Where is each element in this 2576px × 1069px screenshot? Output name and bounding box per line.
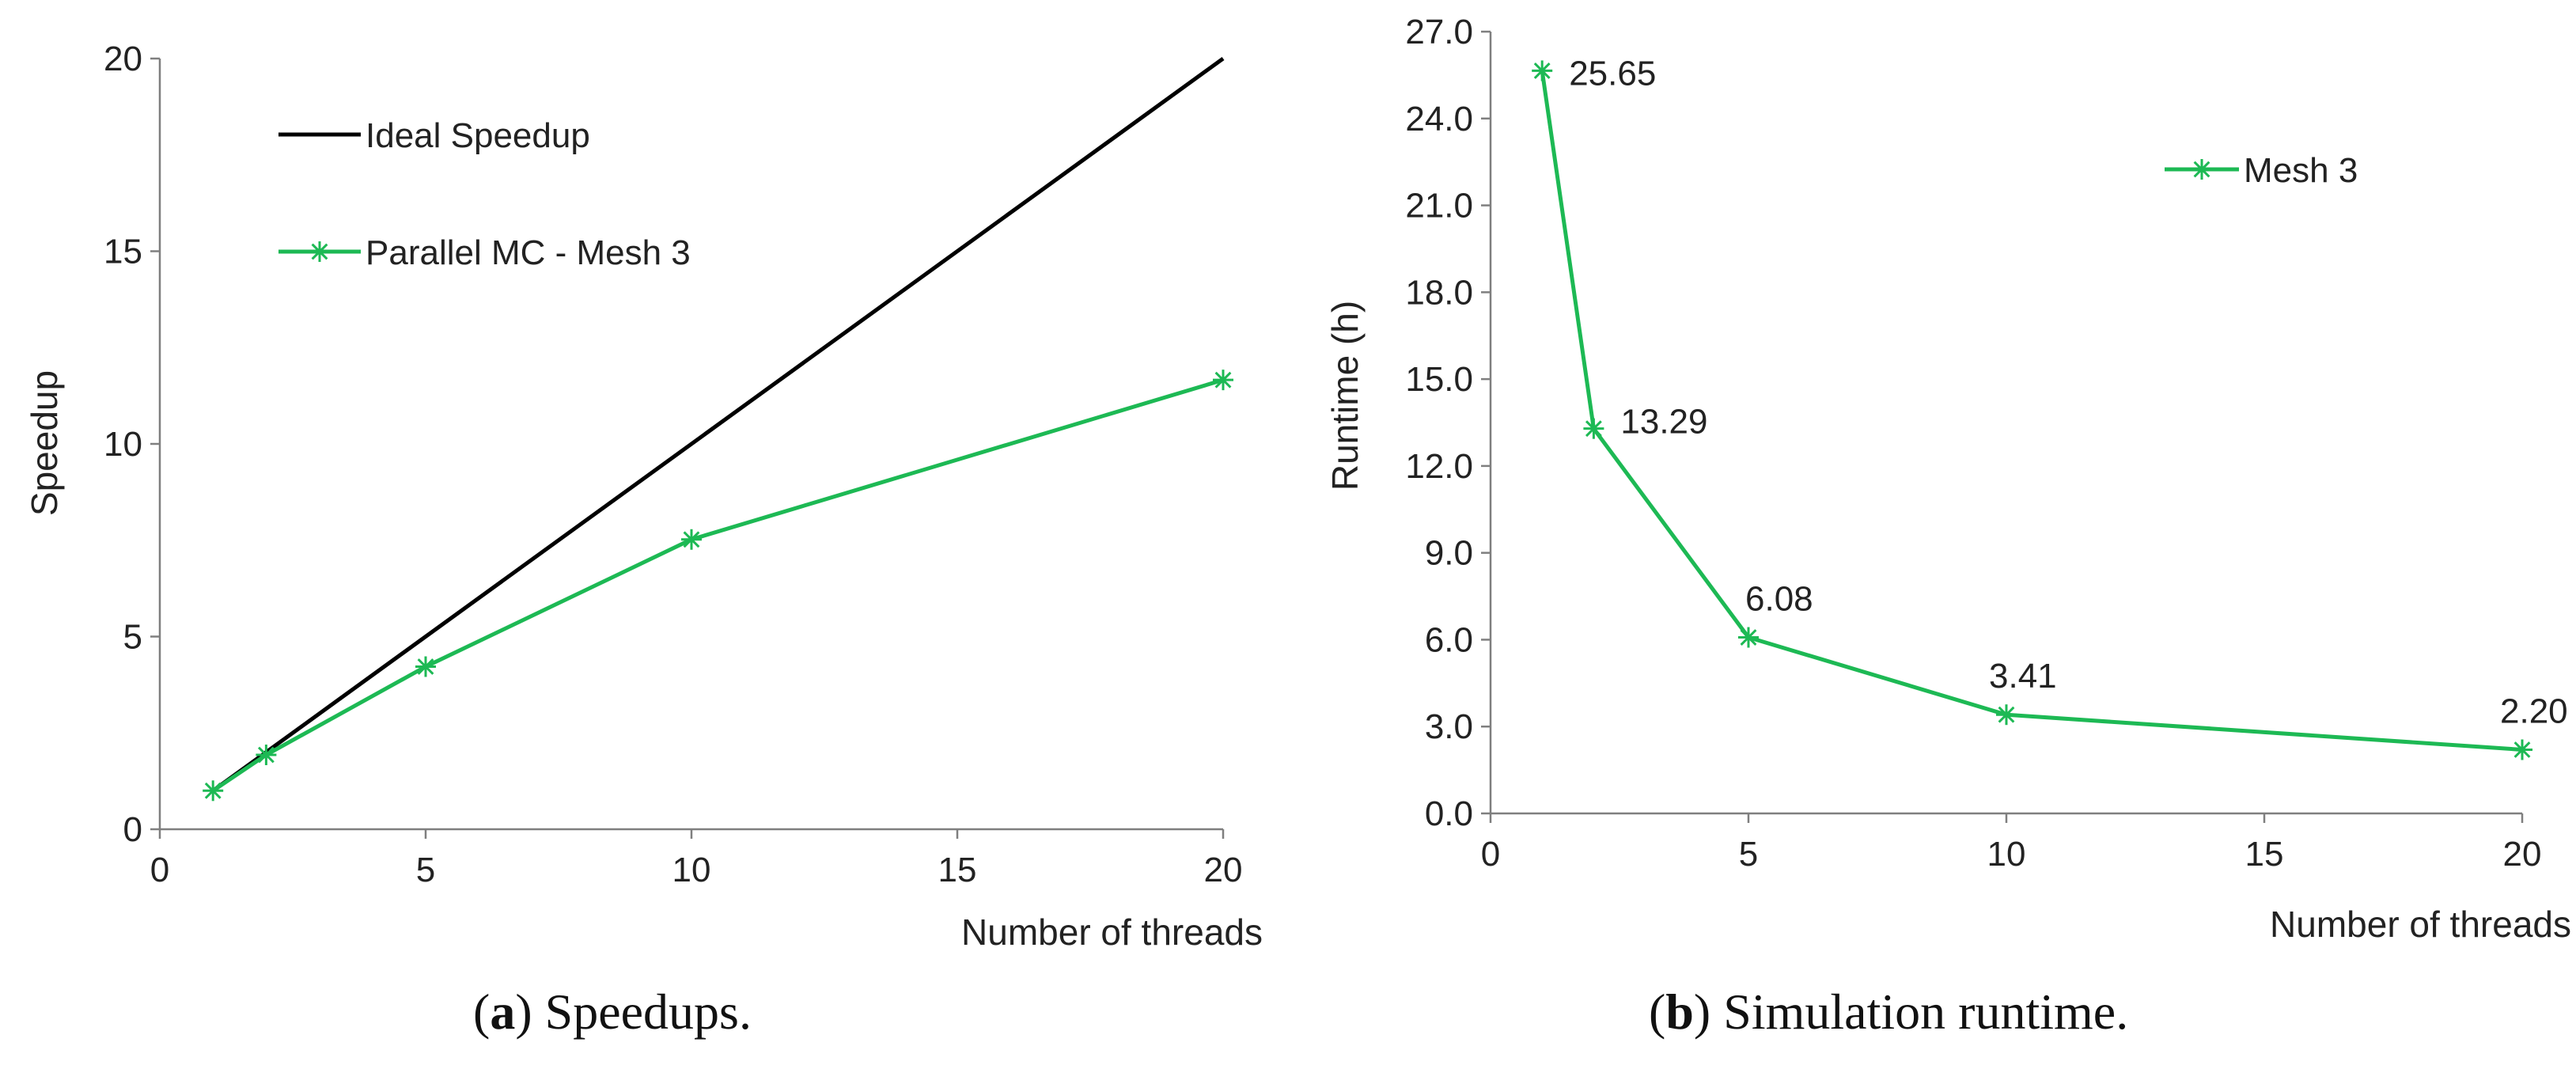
caption-a: (a) Speedups. <box>473 984 752 1040</box>
data-point <box>256 745 277 766</box>
ticks-a: 0 5 10 15 20 0 5 10 15 20 <box>104 40 1242 889</box>
legend-a: Ideal Speedup Parallel MC - Mesh 3 <box>278 116 691 272</box>
caption-b-close-paren: ) <box>1694 984 1723 1040</box>
data-point <box>2512 739 2532 760</box>
y-tick-label: 12.0 <box>1405 447 1473 486</box>
ticks-b: 0.0 3.0 6.0 9.0 12.0 15.0 18.0 21.0 24.0 27.0 0 5 10… <box>1405 13 2541 874</box>
data-point <box>681 529 702 550</box>
x-tick-label: 10 <box>1987 835 2026 874</box>
x-tick-label: 5 <box>416 851 435 889</box>
x-tick-label: 15 <box>938 851 977 889</box>
caption-a-close-paren: ) <box>515 984 544 1040</box>
y-tick-label: 27.0 <box>1405 13 1473 51</box>
legend-asterisk <box>309 241 330 262</box>
y-tick-label: 0 <box>123 810 142 849</box>
legend-asterisk <box>2191 159 2212 180</box>
caption-a-open-paren: ( <box>473 984 490 1040</box>
data-point <box>1996 704 2017 726</box>
x-axis-label-a: Number of threads <box>961 912 1263 953</box>
data-point <box>1583 418 1604 439</box>
data-label: 2.20 <box>2500 692 2568 730</box>
legend-label-ideal: Ideal Speedup <box>366 116 590 155</box>
x-tick-label: 0 <box>1481 835 1500 874</box>
y-tick-label: 15 <box>104 233 142 271</box>
legend-label-mesh3: Mesh 3 <box>2244 151 2358 190</box>
x-axis-label-b: Number of threads <box>2270 904 2571 945</box>
runtime-chart: 0.0 3.0 6.0 9.0 12.0 15.0 18.0 21.0 24.0 27.0 0 5 10… <box>1324 13 2571 945</box>
y-tick-label: 0.0 <box>1425 794 1473 833</box>
data-label: 13.29 <box>1620 403 1707 442</box>
y-tick-label: 21.0 <box>1405 187 1473 226</box>
caption-b-letter: b <box>1665 984 1694 1040</box>
y-axis-label-b: Runtime (h) <box>1324 301 1366 491</box>
x-tick-label: 20 <box>2503 835 2542 874</box>
plot-area-b: 25.65 13.29 6.08 3.41 2.20 <box>1532 54 2568 760</box>
legend-marker-mesh3 <box>2191 159 2212 180</box>
legend-b: Mesh 3 <box>2165 151 2358 190</box>
y-tick-label: 6.0 <box>1425 620 1473 659</box>
x-tick-label: 15 <box>2245 835 2284 874</box>
y-tick-label: 20 <box>104 40 142 78</box>
x-tick-label: 20 <box>1204 851 1243 889</box>
legend-marker-parallel <box>309 241 330 262</box>
x-tick-label: 10 <box>672 851 711 889</box>
y-tick-label: 5 <box>123 618 142 657</box>
x-tick-label: 0 <box>150 851 169 889</box>
y-tick-label: 10 <box>104 425 142 464</box>
caption-b-text: Simulation runtime. <box>1723 984 2128 1040</box>
data-label: 25.65 <box>1569 54 1656 93</box>
data-point <box>415 656 436 677</box>
series-line-parallel-mc-mesh-3 <box>211 377 1224 793</box>
caption-a-text: Speedups. <box>545 984 752 1040</box>
x-tick-label: 5 <box>1739 835 1758 874</box>
data-label: 3.41 <box>1989 657 2057 696</box>
legend-label-parallel: Parallel MC - Mesh 3 <box>366 233 691 272</box>
caption-b-open-paren: ( <box>1649 984 1665 1040</box>
y-tick-label: 15.0 <box>1405 360 1473 399</box>
plot-area-a <box>203 56 1233 802</box>
data-point <box>1532 60 1553 82</box>
speedup-chart: 0 5 10 15 20 0 5 10 15 20 Speedup Number of threa… <box>24 40 1263 953</box>
y-tick-label: 9.0 <box>1425 534 1473 573</box>
y-tick-label: 18.0 <box>1405 273 1473 312</box>
y-axis-label-a: Speedup <box>24 370 65 516</box>
data-point <box>1213 370 1233 391</box>
data-point <box>203 780 224 802</box>
data-point <box>1738 627 1759 648</box>
series-line-ideal-speedup <box>211 56 1225 793</box>
y-tick-label: 24.0 <box>1405 100 1473 138</box>
data-label: 6.08 <box>1745 580 1813 619</box>
y-tick-label: 3.0 <box>1425 707 1473 746</box>
caption-a-letter: a <box>490 984 515 1040</box>
caption-b: (b) Simulation runtime. <box>1649 984 2128 1040</box>
